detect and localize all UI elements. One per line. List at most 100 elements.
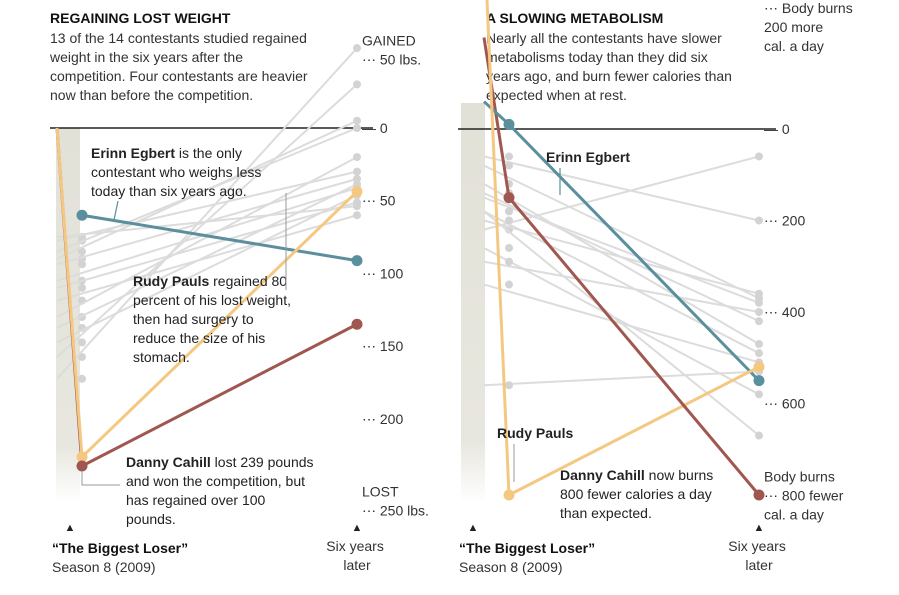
series-line-erinn-egbert <box>81 213 358 263</box>
series-line-drop <box>55 127 84 458</box>
background-start-point <box>505 161 513 170</box>
chart-title: REGAINING LOST WEIGHT <box>50 10 231 26</box>
series-line-danny-cahill <box>507 196 761 496</box>
background-start-point <box>78 338 86 347</box>
chart-subtitle: 13 of the 14 contestants studied regaine… <box>49 30 311 103</box>
series-line-danny-cahill <box>81 322 358 468</box>
background-series-line <box>56 194 358 344</box>
background-start-point <box>78 260 86 269</box>
series-line-erinn-egbert <box>507 123 761 382</box>
background-series-line <box>483 210 760 437</box>
start-marker: ▲ <box>65 522 76 534</box>
series-line-rudy-pauls <box>508 365 760 497</box>
y-tick-label: ⋯ 200 <box>764 213 805 229</box>
background-series-line <box>483 155 760 231</box>
background-series-group <box>483 152 763 440</box>
start-sublabel: Season 8 (2009) <box>52 559 156 575</box>
series-point-start-erinn-egbert <box>76 209 88 221</box>
y-tick-label: — 0 <box>764 121 790 137</box>
background-end-point <box>755 289 763 298</box>
y-tick-label: ⋯ 400 <box>764 304 805 320</box>
background-start-point <box>505 381 513 390</box>
background-series-line <box>483 260 760 313</box>
background-start-point <box>78 374 86 383</box>
background-end-point <box>755 298 763 307</box>
y-tick-label: — 0 <box>362 120 388 136</box>
start-marker: ▲ <box>468 522 479 534</box>
series-point-start-erinn-egbert <box>503 118 515 130</box>
panel-weight: REGAINING LOST WEIGHT 13 of the 14 conte… <box>49 10 429 575</box>
background-series-line <box>483 370 760 387</box>
background-start-point <box>78 283 86 292</box>
series-point-start-rudy-pauls <box>503 489 515 501</box>
background-series-line <box>56 183 358 329</box>
series-point-end-erinn-egbert <box>351 255 363 267</box>
background-start-point <box>505 257 513 266</box>
annotation-rudy: Rudy Pauls <box>497 425 573 441</box>
annotation-danny: Danny Cahill now burns 800 fewer calorie… <box>560 467 717 521</box>
y-tick-label: GAINED ⋯ 50 lbs. <box>362 32 421 67</box>
y-axis-ticks: ⋯ Body burns 200 more cal. a day — 0 ⋯ 200 ⋯ … <box>764 0 853 523</box>
background-series-line <box>56 214 358 302</box>
chart-title: A SLOWING METABOLISM <box>486 10 663 26</box>
background-series-line <box>483 183 760 345</box>
y-tick-label: LOST ⋯ 250 lbs. <box>362 483 429 518</box>
start-sublabel: Season 8 (2009) <box>459 559 563 575</box>
annotation-erinn: Erinn Egbert <box>546 149 630 165</box>
background-start-point <box>78 247 86 256</box>
background-end-point <box>353 44 361 53</box>
background-end-point <box>755 216 763 225</box>
highlight-series-group <box>482 0 765 501</box>
series-line-drop <box>482 37 511 198</box>
y-tick-label: Body burns ⋯ 800 fewer cal. a day <box>764 469 844 523</box>
series-point-start-danny-cahill <box>76 460 88 472</box>
leader-danny <box>81 471 120 486</box>
background-series-line <box>56 201 358 289</box>
background-end-point <box>755 152 763 161</box>
background-series-line <box>483 210 760 355</box>
end-marker: ▲ <box>754 522 765 534</box>
background-series-line <box>483 219 760 295</box>
background-series-line <box>56 187 358 282</box>
background-start-point <box>505 280 513 289</box>
y-axis-ticks: GAINED ⋯ 50 lbs. — 0 ⋯ 50 ⋯ 100 ⋯ 150 ⋯ 200 LOS… <box>362 32 429 518</box>
background-end-point <box>755 317 763 326</box>
background-series-line <box>483 164 760 300</box>
panel-metabolism: A SLOWING METABOLISM Nearly all the cont… <box>458 0 853 575</box>
leader-erinn <box>113 200 119 221</box>
background-end-point <box>353 116 361 125</box>
y-tick-label: ⋯ 100 <box>362 265 403 281</box>
background-end-point <box>353 167 361 176</box>
start-band <box>461 103 485 503</box>
series-line-rudy-pauls <box>80 190 359 458</box>
background-start-point <box>505 207 513 216</box>
end-label: Six years later <box>326 538 387 573</box>
background-start-point <box>78 352 86 361</box>
background-end-point <box>353 180 361 189</box>
series-point-start-danny-cahill <box>503 192 515 204</box>
y-tick-label: ⋯ 50 <box>362 193 396 209</box>
background-end-point <box>755 349 763 358</box>
background-start-point <box>505 216 513 225</box>
background-series-line <box>483 247 760 396</box>
background-end-point <box>353 124 361 132</box>
series-point-end-erinn-egbert <box>753 375 765 387</box>
end-label: Six years later <box>728 538 789 573</box>
end-marker: ▲ <box>352 522 363 534</box>
series-line-drop <box>485 0 511 496</box>
y-tick-label: ⋯ Body burns 200 more cal. a day <box>764 0 853 54</box>
background-end-point <box>755 308 763 316</box>
background-start-point <box>505 152 513 161</box>
series-line-drop <box>482 100 511 126</box>
background-end-point <box>353 198 361 207</box>
annotation-rudy: Rudy Pauls regained 80 percent of his lo… <box>133 273 295 365</box>
series-point-end-danny-cahill <box>351 318 363 330</box>
background-series-line <box>56 119 358 260</box>
highlight-series-group <box>55 127 363 472</box>
chart-subtitle: Nearly all the contestants have slower m… <box>486 30 736 103</box>
annotation-erinn: Erinn Egbert is the only contestant who … <box>91 145 265 199</box>
background-series-group <box>56 44 361 383</box>
background-end-point <box>353 153 361 162</box>
y-tick-label: ⋯ 150 <box>362 338 403 354</box>
background-series-line <box>56 47 358 380</box>
